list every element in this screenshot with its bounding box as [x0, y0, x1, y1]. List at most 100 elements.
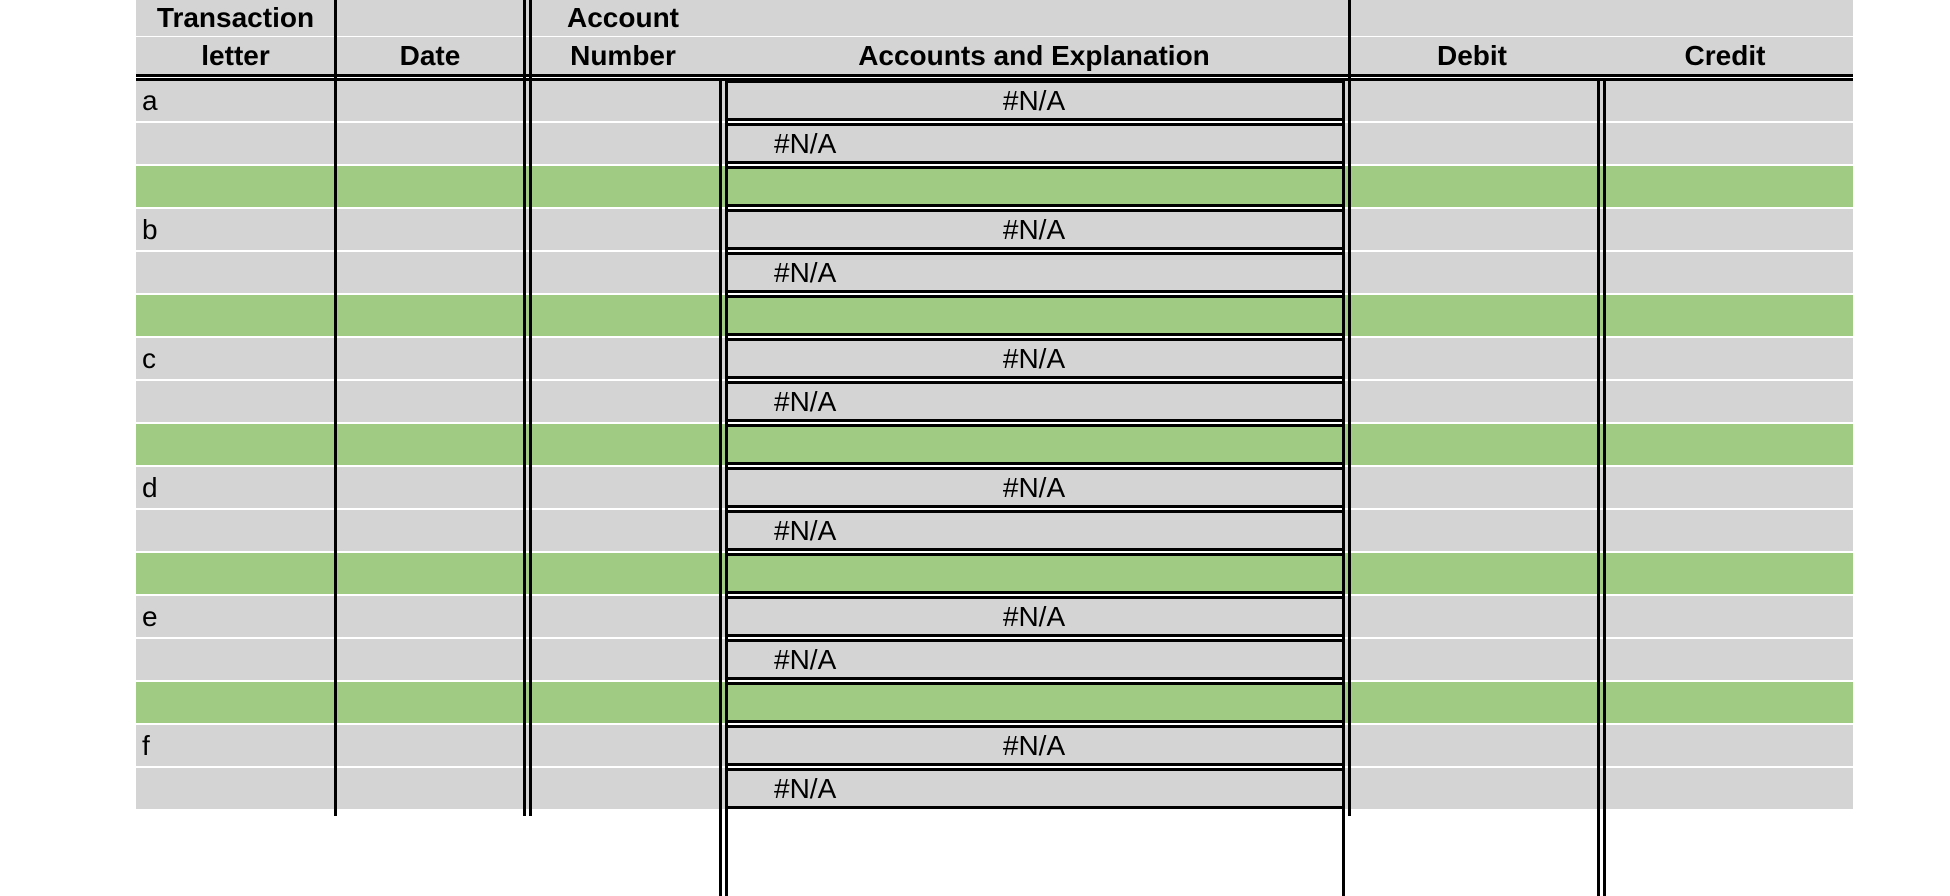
debit-cell[interactable] [1347, 639, 1597, 680]
date-cell[interactable] [335, 596, 525, 637]
letter-cell[interactable] [136, 381, 335, 422]
account-number-cell[interactable] [525, 252, 721, 293]
letter-cell[interactable]: b [136, 209, 335, 250]
date-cell[interactable] [335, 553, 525, 594]
credit-cell[interactable] [1597, 209, 1853, 250]
letter-cell[interactable] [136, 510, 335, 551]
date-cell[interactable] [335, 424, 525, 465]
explanation-cell[interactable] [721, 553, 1347, 594]
explanation-cell[interactable]: #N/A [721, 768, 1347, 809]
date-cell[interactable] [335, 510, 525, 551]
account-number-cell[interactable] [525, 682, 721, 723]
debit-cell[interactable] [1347, 80, 1597, 121]
letter-cell[interactable] [136, 553, 335, 594]
explanation-cell[interactable]: #N/A [721, 510, 1347, 551]
credit-cell[interactable] [1597, 252, 1853, 293]
debit-cell[interactable] [1347, 295, 1597, 336]
debit-cell[interactable] [1347, 252, 1597, 293]
letter-cell[interactable] [136, 123, 335, 164]
debit-cell[interactable] [1347, 682, 1597, 723]
explanation-cell[interactable]: #N/A [721, 338, 1347, 379]
credit-cell[interactable] [1597, 166, 1853, 207]
account-number-cell[interactable] [525, 424, 721, 465]
date-cell[interactable] [335, 123, 525, 164]
letter-cell[interactable]: c [136, 338, 335, 379]
account-number-cell[interactable] [525, 123, 721, 164]
letter-cell[interactable] [136, 166, 335, 207]
credit-cell[interactable] [1597, 295, 1853, 336]
explanation-cell[interactable] [721, 682, 1347, 723]
explanation-cell[interactable] [721, 295, 1347, 336]
explanation-cell[interactable] [721, 166, 1347, 207]
debit-cell[interactable] [1347, 123, 1597, 164]
debit-cell[interactable] [1347, 725, 1597, 766]
explanation-cell[interactable]: #N/A [721, 596, 1347, 637]
explanation-cell[interactable]: #N/A [721, 209, 1347, 250]
date-cell[interactable] [335, 252, 525, 293]
debit-cell[interactable] [1347, 166, 1597, 207]
letter-cell[interactable] [136, 424, 335, 465]
credit-cell[interactable] [1597, 123, 1853, 164]
account-number-cell[interactable] [525, 209, 721, 250]
letter-cell[interactable] [136, 295, 335, 336]
debit-cell[interactable] [1347, 381, 1597, 422]
credit-cell[interactable] [1597, 510, 1853, 551]
account-number-cell[interactable] [525, 768, 721, 809]
credit-cell[interactable] [1597, 639, 1853, 680]
date-cell[interactable] [335, 209, 525, 250]
account-number-cell[interactable] [525, 80, 721, 121]
credit-cell[interactable] [1597, 467, 1853, 508]
explanation-cell[interactable]: #N/A [721, 80, 1347, 121]
account-number-cell[interactable] [525, 381, 721, 422]
date-cell[interactable] [335, 682, 525, 723]
letter-cell[interactable]: f [136, 725, 335, 766]
credit-cell[interactable] [1597, 381, 1853, 422]
credit-cell[interactable] [1597, 768, 1853, 809]
credit-cell[interactable] [1597, 424, 1853, 465]
account-number-cell[interactable] [525, 553, 721, 594]
explanation-cell[interactable]: #N/A [721, 381, 1347, 422]
date-cell[interactable] [335, 467, 525, 508]
credit-cell[interactable] [1597, 725, 1853, 766]
debit-cell[interactable] [1347, 768, 1597, 809]
letter-cell[interactable] [136, 682, 335, 723]
date-cell[interactable] [335, 166, 525, 207]
explanation-cell[interactable]: #N/A [721, 725, 1347, 766]
letter-cell[interactable] [136, 768, 335, 809]
account-number-cell[interactable] [525, 166, 721, 207]
explanation-cell[interactable] [721, 424, 1347, 465]
date-cell[interactable] [335, 768, 525, 809]
explanation-cell[interactable]: #N/A [721, 123, 1347, 164]
letter-cell[interactable] [136, 252, 335, 293]
account-number-cell[interactable] [525, 725, 721, 766]
letter-cell[interactable]: d [136, 467, 335, 508]
account-number-cell[interactable] [525, 467, 721, 508]
letter-cell[interactable]: e [136, 596, 335, 637]
account-number-cell[interactable] [525, 596, 721, 637]
debit-cell[interactable] [1347, 596, 1597, 637]
debit-cell[interactable] [1347, 424, 1597, 465]
account-number-cell[interactable] [525, 338, 721, 379]
date-cell[interactable] [335, 80, 525, 121]
letter-cell[interactable] [136, 639, 335, 680]
account-number-cell[interactable] [525, 295, 721, 336]
debit-cell[interactable] [1347, 338, 1597, 379]
date-cell[interactable] [335, 381, 525, 422]
explanation-cell[interactable]: #N/A [721, 252, 1347, 293]
credit-cell[interactable] [1597, 338, 1853, 379]
debit-cell[interactable] [1347, 467, 1597, 508]
date-cell[interactable] [335, 338, 525, 379]
account-number-cell[interactable] [525, 510, 721, 551]
date-cell[interactable] [335, 639, 525, 680]
letter-cell[interactable]: a [136, 80, 335, 121]
date-cell[interactable] [335, 295, 525, 336]
explanation-cell[interactable]: #N/A [721, 639, 1347, 680]
debit-cell[interactable] [1347, 510, 1597, 551]
date-cell[interactable] [335, 725, 525, 766]
debit-cell[interactable] [1347, 553, 1597, 594]
debit-cell[interactable] [1347, 209, 1597, 250]
credit-cell[interactable] [1597, 80, 1853, 121]
credit-cell[interactable] [1597, 596, 1853, 637]
account-number-cell[interactable] [525, 639, 721, 680]
credit-cell[interactable] [1597, 553, 1853, 594]
